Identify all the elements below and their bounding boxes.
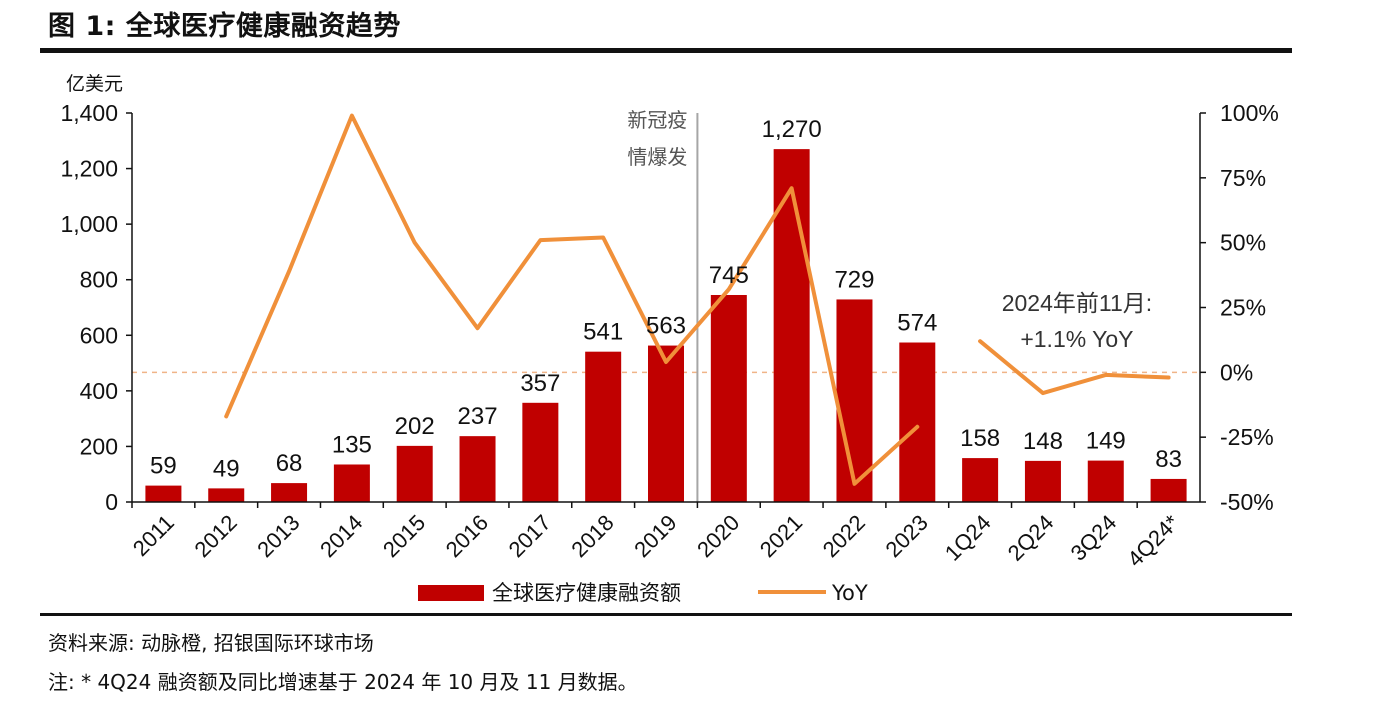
- legend-bar-swatch: [418, 585, 484, 601]
- bar-1Q24: [962, 458, 999, 502]
- x-tick-label: 2Q24: [1003, 510, 1059, 566]
- right-tick-label: 50%: [1220, 230, 1266, 256]
- bar-2019: [648, 345, 684, 502]
- x-tick-label: 2013: [252, 510, 304, 562]
- bar-label-2016: 237: [458, 403, 498, 430]
- legend: 全球医疗健康融资额 YoY: [418, 581, 868, 605]
- left-tick-label: 600: [80, 322, 118, 348]
- bar-label-2014: 135: [332, 431, 372, 458]
- right-tick-label: 75%: [1220, 165, 1266, 191]
- x-tick-label: 2011: [128, 510, 179, 561]
- x-tick-label: 2018: [566, 510, 618, 562]
- bar-label-2023: 574: [897, 310, 937, 337]
- right-tick-label: -50%: [1220, 489, 1274, 515]
- ytd-annotation-line: 2024年前11月:: [1002, 290, 1152, 316]
- x-tick-label: 2017: [504, 510, 556, 562]
- bar-layer: [145, 149, 1187, 502]
- left-tick-label: 1,200: [60, 156, 118, 182]
- x-tick-label: 2016: [441, 510, 493, 562]
- ytd-annotation-line: +1.1% YoY: [1020, 326, 1133, 352]
- bar-label-2011: 59: [150, 453, 177, 480]
- bar-label-2013: 68: [276, 450, 303, 477]
- bar-2021: [773, 149, 810, 502]
- bar-2023: [899, 342, 936, 502]
- bar-label-2020: 745: [709, 262, 749, 289]
- bar-label-2017: 357: [520, 370, 560, 397]
- bar-2013: [271, 483, 308, 502]
- top-rule: [40, 48, 1292, 53]
- bar-2014: [333, 464, 370, 502]
- x-tick-label: 2020: [692, 510, 744, 562]
- bar-label-4Q24*: 83: [1155, 446, 1182, 473]
- footnote: 注: * 4Q24 融资额及同比增速基于 2024 年 10 月及 11 月数据…: [48, 670, 638, 694]
- bottom-rule: [40, 613, 1292, 616]
- y-axis-unit-label: 亿美元: [66, 73, 123, 95]
- bar-4Q24*: [1150, 478, 1187, 502]
- left-tick-label: 0: [105, 489, 118, 515]
- healthcare-funding-chart: 59 49 68 135 202 237 357 541 563 745 1,270 729 574 15…: [60, 73, 1278, 605]
- bar-2020: [710, 294, 747, 502]
- bar-2016: [459, 436, 496, 502]
- x-tick-label: 1Q24: [940, 510, 996, 566]
- figure-title: 图 1: 全球医疗健康融资趋势: [48, 11, 401, 42]
- bar-label-2012: 49: [213, 455, 240, 482]
- bar-3Q24: [1087, 460, 1124, 502]
- covid-annotation-line: 新冠疫: [627, 108, 687, 132]
- bar-label-1Q24: 158: [960, 425, 1000, 452]
- legend-bar-label: 全球医疗健康融资额: [492, 581, 681, 605]
- bar-2017: [522, 402, 559, 502]
- label-layer: 59 49 68 135 202 237 357 541 563 745 1,270 729 574 15…: [150, 116, 1182, 482]
- source-note: 资料来源: 动脉橙, 招银国际环球市场: [48, 631, 374, 655]
- x-tick-label: 2012: [189, 510, 241, 562]
- bar-label-2019: 563: [646, 313, 686, 340]
- legend-line-label: YoY: [831, 581, 868, 605]
- bar-label-2022: 729: [834, 266, 874, 293]
- x-tick-label: 3Q24: [1066, 510, 1122, 566]
- bar-label-2018: 541: [583, 319, 623, 346]
- x-tick-label: 4Q24*: [1122, 510, 1184, 572]
- left-tick-label: 1,000: [60, 211, 118, 237]
- x-tick-label: 2014: [315, 510, 367, 562]
- yoy-line-segment-2: [978, 339, 1171, 396]
- right-tick-label: 100%: [1220, 100, 1279, 126]
- left-tick-label: 400: [80, 378, 118, 404]
- right-tick-label: -25%: [1220, 424, 1274, 450]
- x-tick-label: 2015: [378, 510, 430, 562]
- bar-2018: [585, 351, 622, 502]
- bar-label-3Q24: 149: [1086, 428, 1126, 455]
- line-layer: [224, 113, 1171, 486]
- axis-layer: 0 200 400 600 800 1,000 1,200 1,400 -50% -25% 0% 25…: [60, 73, 1278, 572]
- bar-2012: [208, 488, 245, 502]
- bar-label-2021: 1,270: [762, 116, 822, 143]
- right-tick-label: 25%: [1220, 295, 1266, 321]
- bar-2022: [836, 299, 873, 502]
- bar-2011: [145, 485, 182, 502]
- left-tick-label: 800: [80, 267, 118, 293]
- x-tick-label: 2019: [629, 510, 681, 562]
- bar-2015: [396, 445, 433, 502]
- bar-2Q24: [1024, 460, 1061, 502]
- left-tick-label: 200: [80, 433, 118, 459]
- covid-annotation-line: 情爆发: [627, 145, 687, 169]
- x-tick-label: 2021: [755, 510, 807, 562]
- left-tick-label: 1,400: [60, 100, 118, 126]
- right-tick-label: 0%: [1220, 359, 1253, 385]
- x-tick-label: 2022: [818, 510, 870, 562]
- x-tick-label: 2023: [881, 510, 933, 562]
- bar-label-2Q24: 148: [1023, 428, 1063, 455]
- yoy-line-segment-1: [224, 113, 920, 486]
- bar-label-2015: 202: [395, 413, 435, 440]
